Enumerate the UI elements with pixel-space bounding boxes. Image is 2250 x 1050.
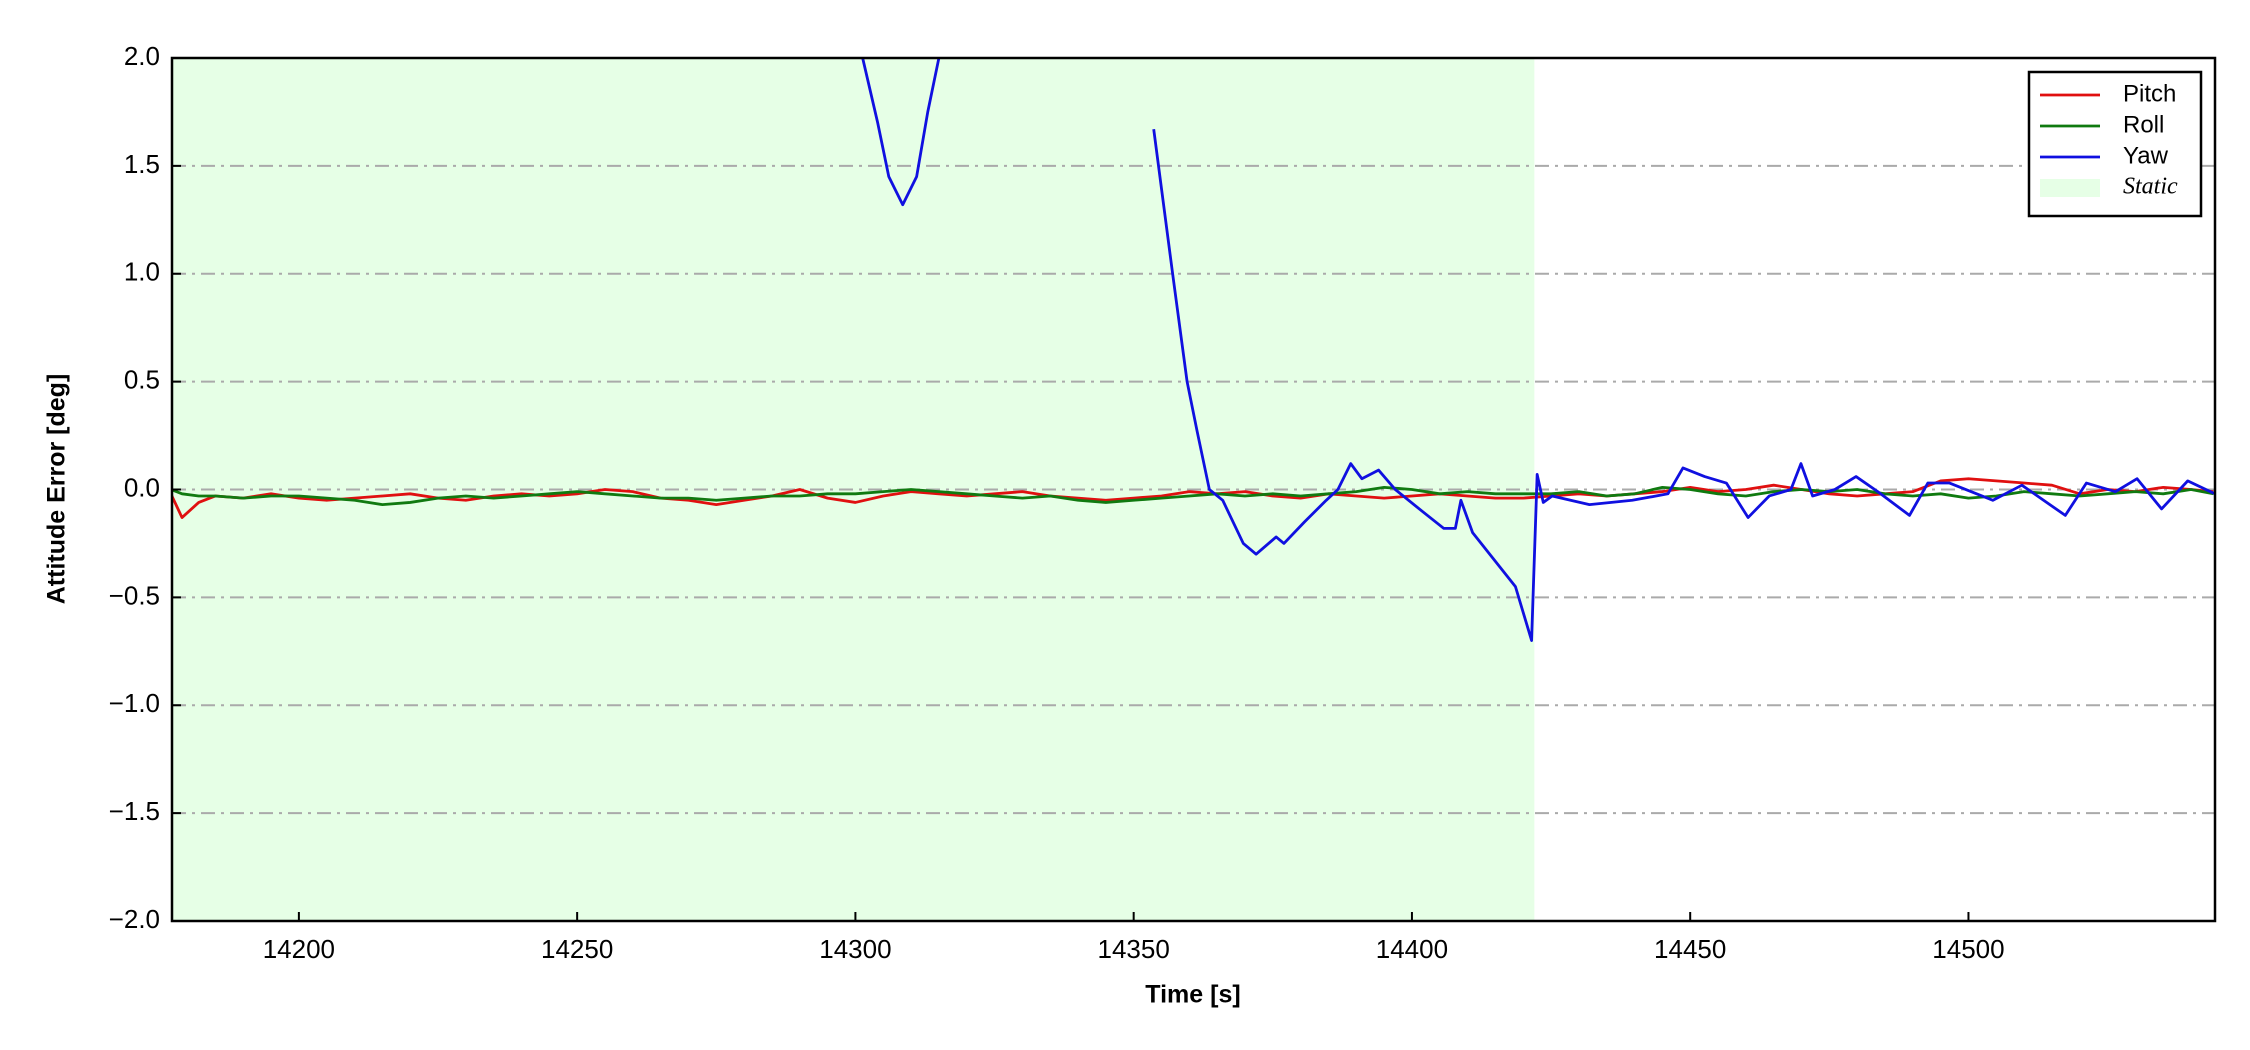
y-axis-label: Attitude Error [deg] bbox=[43, 374, 71, 605]
y-tick-label: −1.5 bbox=[109, 796, 160, 826]
y-tick-label: 2.0 bbox=[124, 41, 160, 71]
y-tick-label: 0.5 bbox=[124, 365, 160, 395]
legend-swatch bbox=[2040, 179, 2100, 197]
lines-layer bbox=[172, 58, 2215, 642]
series-line bbox=[861, 58, 2215, 642]
legend: Pitch Roll Yaw Static bbox=[2027, 70, 2203, 218]
y-tick-label: 1.5 bbox=[124, 149, 160, 179]
legend-label: Pitch bbox=[2123, 80, 2176, 107]
axes-layer: −2.0 −1.5 −1.0 −0.5 0.0 0.5 1.0 1.5 2.0 14200 1425… bbox=[109, 41, 2005, 964]
legend-label: Yaw bbox=[2123, 142, 2169, 169]
legend-label: Roll bbox=[2123, 111, 2164, 138]
y-tick-label: 1.0 bbox=[124, 257, 160, 287]
y-tick-label: −1.0 bbox=[109, 688, 160, 718]
x-tick-label: 14200 bbox=[263, 934, 335, 964]
y-tick-label: 0.0 bbox=[124, 472, 160, 502]
y-tick-label: −0.5 bbox=[109, 580, 160, 610]
x-tick-label: 14350 bbox=[1098, 934, 1170, 964]
x-tick-label: 14250 bbox=[541, 934, 613, 964]
x-tick-label: 14500 bbox=[1932, 934, 2004, 964]
legend-label: Static bbox=[2123, 174, 2178, 200]
y-tick-label: −2.0 bbox=[109, 904, 160, 934]
series-line bbox=[172, 485, 2214, 506]
x-tick-label: 14300 bbox=[819, 934, 891, 964]
x-tick-label: 14400 bbox=[1376, 934, 1448, 964]
x-tick-label: 14450 bbox=[1654, 934, 1726, 964]
x-axis-label: Time [s] bbox=[1145, 981, 1240, 1009]
